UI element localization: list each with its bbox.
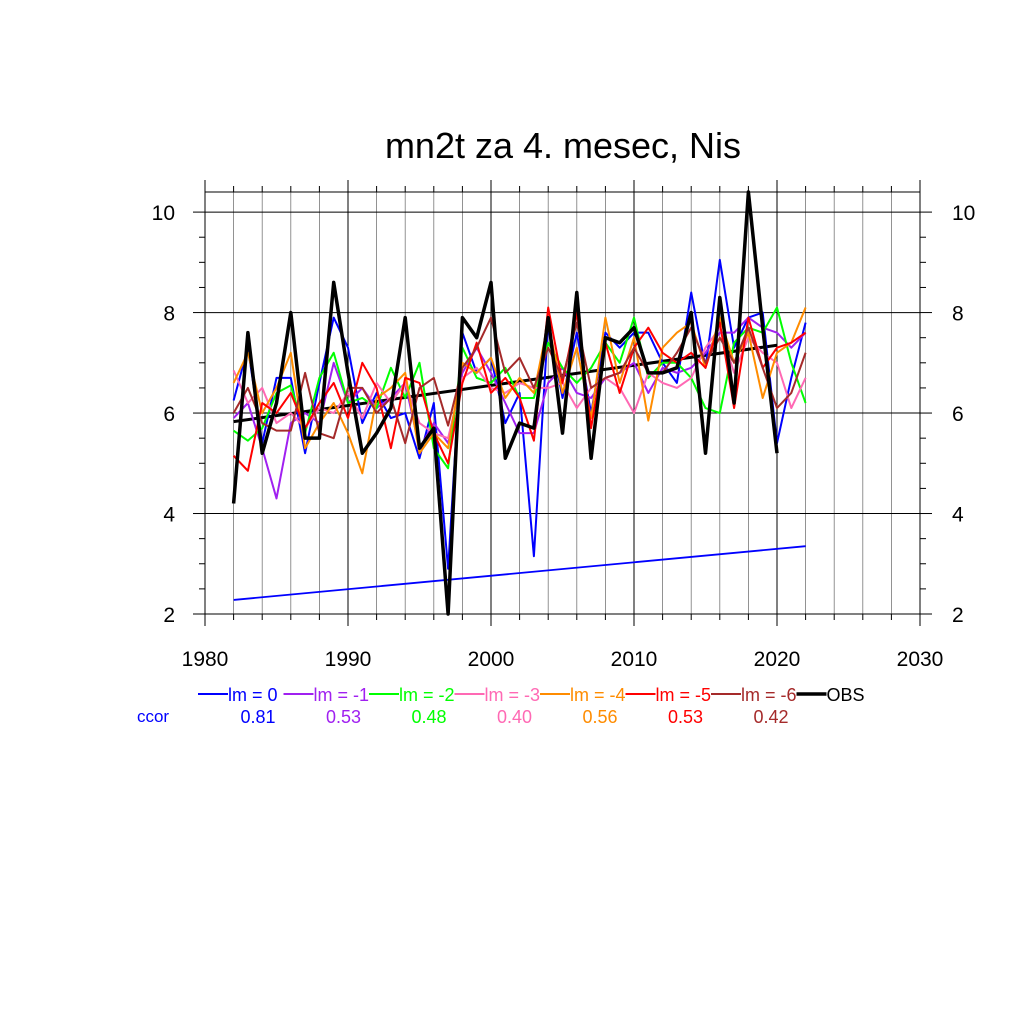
y-tick-label: 6 bbox=[163, 403, 175, 426]
plot-frame bbox=[204, 191, 921, 615]
y-tick-label-right: 6 bbox=[952, 403, 964, 426]
ccor-value: 0.56 bbox=[582, 707, 617, 727]
legend-entry: OBS bbox=[827, 685, 865, 705]
ccor-value: 0.40 bbox=[497, 707, 532, 727]
y-tick-label-right: 10 bbox=[952, 202, 975, 225]
series-line-obs bbox=[231, 190, 779, 616]
x-tick-label: 1990 bbox=[325, 648, 372, 671]
y-tick-label: 4 bbox=[163, 504, 175, 527]
legend-entry: lm = -5 bbox=[656, 685, 712, 705]
ccor-value: 0.42 bbox=[753, 707, 788, 727]
y-tick-label-right: 2 bbox=[952, 604, 964, 627]
legend-entry: lm = -2 bbox=[399, 685, 455, 705]
y-tick-label-right: 8 bbox=[952, 303, 964, 326]
series-lines bbox=[231, 190, 807, 616]
legend-entry: lm = -6 bbox=[741, 685, 797, 705]
y-tick-label: 10 bbox=[152, 202, 175, 225]
trend-line bbox=[233, 545, 806, 601]
ccor-value: 0.48 bbox=[411, 707, 446, 727]
y-tick-label: 8 bbox=[163, 303, 175, 326]
x-tick-label: 2030 bbox=[897, 648, 944, 671]
ccor-value: 0.53 bbox=[668, 707, 703, 727]
y-tick-label-right: 4 bbox=[952, 504, 964, 527]
ccor-value: 0.53 bbox=[326, 707, 361, 727]
x-tick-label: 2020 bbox=[754, 648, 801, 671]
ccor-value: 0.81 bbox=[240, 707, 275, 727]
grid bbox=[204, 191, 921, 615]
series-line-lm-6 bbox=[232, 316, 807, 445]
y-tick-label: 2 bbox=[163, 604, 175, 627]
x-tick-label: 1980 bbox=[182, 648, 229, 671]
chart-title: mn2t za 4. mesec, Nis bbox=[385, 125, 741, 166]
x-tick-label: 2000 bbox=[468, 648, 515, 671]
legend-entry: lm = 0 bbox=[228, 685, 278, 705]
legend-entry: lm = -1 bbox=[314, 685, 370, 705]
x-tick-label: 2010 bbox=[611, 648, 658, 671]
series-line-lm-1 bbox=[232, 316, 807, 500]
legend-entry: lm = -4 bbox=[570, 685, 626, 705]
legend-entry: lm = -3 bbox=[485, 685, 541, 705]
axes: 1980 1990 2000 2010 2020 2030 2 2 4 4 6 6 8 8 10 10 bbox=[152, 180, 975, 671]
ccor-label: ccor bbox=[137, 707, 169, 726]
